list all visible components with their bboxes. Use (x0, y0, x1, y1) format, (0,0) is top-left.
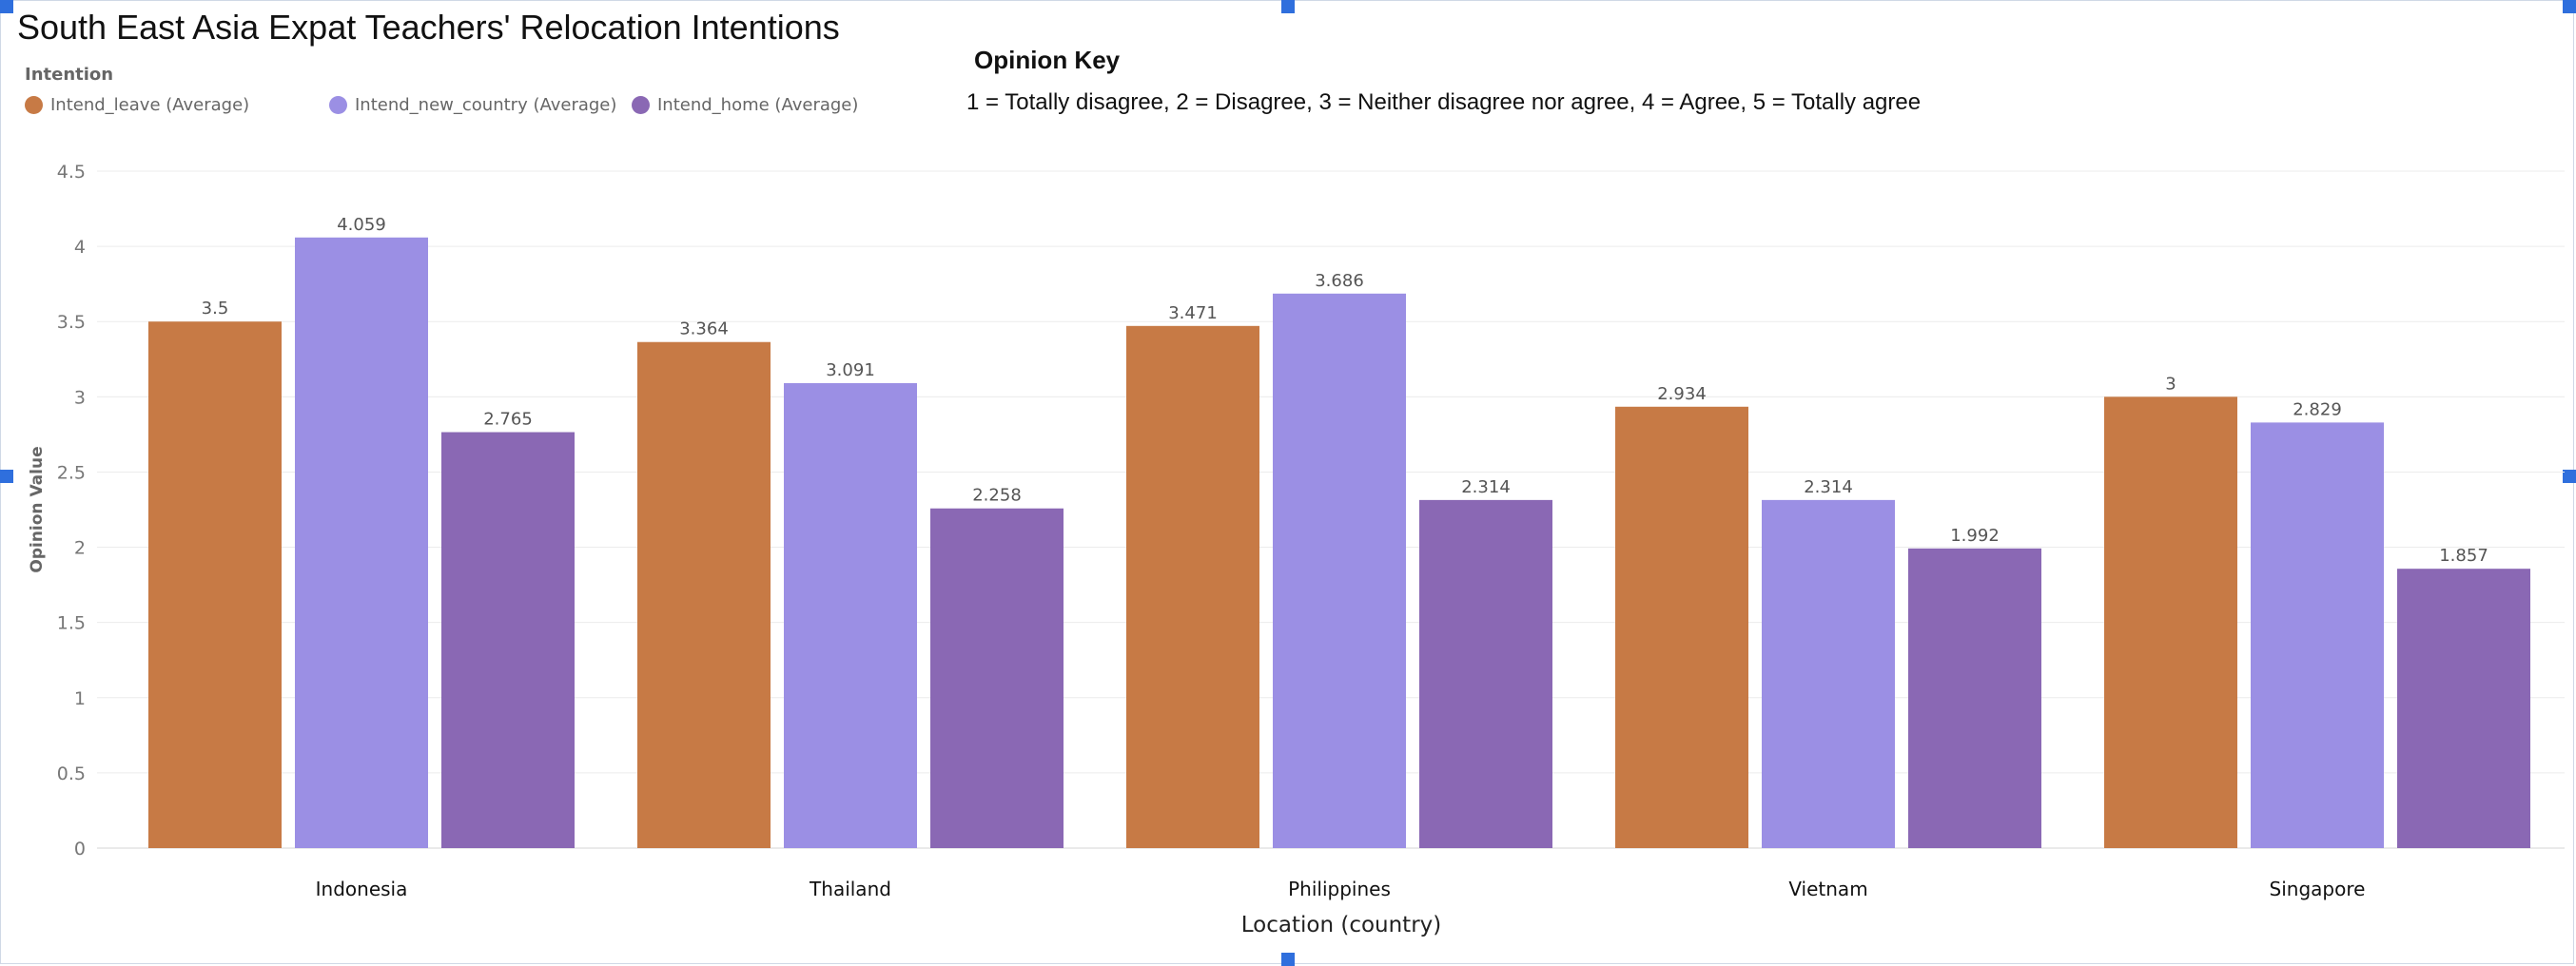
bar (1126, 325, 1259, 848)
y-tick-label: 1.5 (57, 613, 86, 634)
bar (930, 508, 1064, 848)
data-label: 3.5 (202, 299, 229, 319)
bar (2104, 396, 2237, 848)
bar (784, 382, 917, 848)
data-label: 2.258 (972, 486, 1022, 506)
x-tick-label: Indonesia (316, 878, 408, 900)
x-tick-label: Vietnam (1788, 878, 1867, 900)
legend-label: Intend_home (Average) (657, 95, 859, 115)
legend-item-intend-new-country[interactable]: Intend_new_country (Average) (329, 95, 616, 115)
data-label: 3.364 (679, 319, 729, 339)
data-label: 3.686 (1315, 271, 1364, 291)
bar (441, 432, 575, 848)
bar (1908, 548, 2041, 848)
x-tick-label: Singapore (2270, 878, 2366, 900)
bar (148, 321, 282, 848)
legend-label: Intend_new_country (Average) (355, 95, 617, 115)
data-label: 2.829 (2293, 399, 2342, 419)
resize-handle-left[interactable] (0, 470, 13, 483)
data-label: 3.091 (826, 360, 875, 380)
data-label: 1.857 (2439, 546, 2488, 566)
y-tick-label: 2 (74, 538, 86, 559)
bar (2251, 422, 2384, 848)
y-tick-label: 4 (74, 237, 86, 258)
bar (1273, 293, 1406, 849)
data-label: 1.992 (1950, 526, 2000, 546)
data-label: 3.471 (1168, 303, 1218, 323)
y-tick-label: 0.5 (57, 763, 86, 784)
resize-handle-bottom[interactable] (1281, 953, 1295, 966)
x-axis-label: Location (country) (1241, 913, 1442, 937)
bar (2397, 569, 2530, 848)
data-label: 2.314 (1804, 477, 1853, 497)
y-axis-label: Opinion Value (28, 446, 47, 572)
legend-title: Intention (25, 65, 114, 85)
chart-title: South East Asia Expat Teachers' Relocati… (17, 8, 840, 47)
legend-label: Intend_leave (Average) (50, 95, 250, 115)
data-label: 2.314 (1461, 477, 1511, 497)
y-tick-label: 3 (74, 387, 86, 408)
legend-swatch (329, 96, 347, 114)
bar (1419, 499, 1552, 848)
bar (1615, 406, 1748, 848)
bar (1762, 499, 1895, 848)
resize-handle-right[interactable] (2563, 470, 2576, 483)
legend-item-intend-home[interactable]: Intend_home (Average) (632, 95, 858, 115)
data-label: 3 (2165, 374, 2176, 394)
y-tick-label: 3.5 (57, 312, 86, 333)
y-tick-label: 0 (74, 839, 86, 860)
legend-swatch (25, 96, 43, 114)
bar (637, 341, 771, 848)
legend-item-intend-leave[interactable]: Intend_leave (Average) (25, 95, 249, 115)
data-label: 2.934 (1657, 384, 1707, 404)
data-label: 4.059 (337, 215, 386, 235)
legend-swatch (632, 96, 650, 114)
bar (295, 237, 428, 848)
opinion-key-title: Opinion Key (974, 46, 1121, 74)
x-tick-label: Thailand (809, 878, 891, 900)
opinion-key-text: 1 = Totally disagree, 2 = Disagree, 3 = … (966, 89, 1922, 115)
y-tick-label: 1 (74, 688, 86, 709)
resize-handle-top[interactable] (1281, 0, 1295, 13)
y-tick-label: 4.5 (57, 162, 86, 183)
data-label: 2.765 (483, 410, 533, 430)
resize-handle-top-left[interactable] (0, 0, 13, 13)
resize-handle-top-right[interactable] (2563, 0, 2576, 13)
x-tick-label: Philippines (1288, 878, 1391, 900)
y-tick-label: 2.5 (57, 462, 86, 483)
